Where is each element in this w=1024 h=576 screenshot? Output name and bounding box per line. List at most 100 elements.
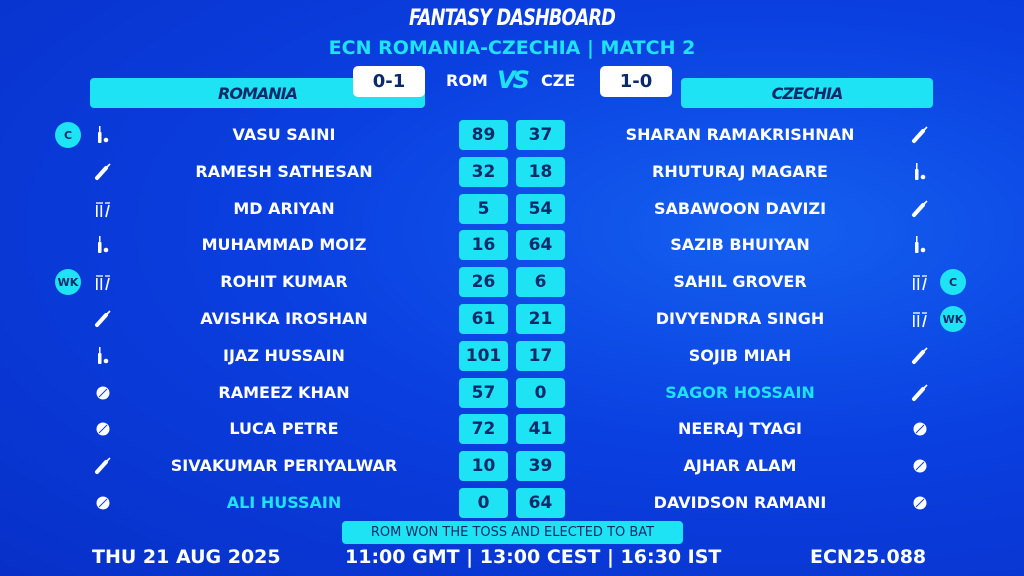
away-player-points: 18	[516, 156, 565, 187]
away-player-points: 64	[516, 230, 565, 261]
away-player-name: NEERAJ TYAGI	[678, 419, 802, 439]
bat-ball-icon	[93, 125, 113, 145]
player-row: 64 SAZIB BHUIYAN	[0, 227, 1024, 263]
player-row: RAMESH SATHESAN 32	[0, 154, 1024, 190]
home-player-points: 32	[459, 156, 508, 187]
away-player-points: 17	[516, 340, 565, 371]
player-row: 64 DAVIDSON RAMANI	[0, 485, 1024, 521]
home-player-points: 10	[459, 451, 508, 482]
player-row: 41 NEERAJ TYAGI	[0, 411, 1024, 447]
player-row: LUCA PETRE 72	[0, 411, 1024, 447]
captain-badge: C	[940, 269, 966, 296]
player-row: RAMEEZ KHAN 57	[0, 375, 1024, 411]
player-row: 6 SAHIL GROVER C	[0, 264, 1024, 300]
home-player-points: 101	[459, 340, 508, 371]
away-player-points: 21	[516, 304, 565, 334]
player-row: 0 SAGOR HOSSAIN	[0, 375, 1024, 411]
away-player-name: SHARAN RAMAKRISHNAN	[625, 125, 855, 144]
player-row: 21 DIVYENDRA SINGH WK	[0, 301, 1024, 337]
ball-icon	[910, 493, 930, 513]
home-player-points: 57	[459, 377, 508, 408]
away-player-points: 41	[516, 414, 565, 445]
stumps-icon	[93, 272, 113, 292]
ball-icon	[93, 493, 113, 513]
away-player-name: SAHIL GROVER	[673, 272, 807, 292]
bat-ball-icon	[910, 162, 930, 182]
away-player-points: 37	[516, 120, 565, 150]
away-player-name: SAGOR HOSSAIN	[665, 382, 815, 402]
home-player-name: IJAZ HUSSAIN	[223, 345, 345, 365]
away-player-points: 39	[516, 451, 565, 482]
away-player-name: DAVIDSON RAMANI	[653, 493, 827, 512]
home-player-points: 5	[459, 193, 508, 224]
bat-icon	[910, 125, 930, 145]
away-player-name: AJHAR ALAM	[683, 456, 797, 476]
player-row: ALI HUSSAIN 0	[0, 485, 1024, 521]
away-player-name: SOJIB MIAH	[688, 345, 792, 365]
stumps-icon	[910, 272, 930, 292]
away-player-points: 6	[516, 267, 565, 298]
bat-icon	[93, 309, 113, 329]
away-abbr: CZE	[541, 71, 576, 90]
player-row: 17 SOJIB MIAH	[0, 338, 1024, 374]
match-code: ECN25.088	[810, 546, 927, 568]
home-player-points: 0	[459, 488, 508, 518]
home-player-points: 26	[459, 267, 508, 298]
player-row: C VASU SAINI 89	[0, 117, 1024, 153]
captain-badge: C	[55, 122, 81, 148]
home-abbr: ROM	[446, 71, 488, 90]
home-player-points: 89	[459, 120, 508, 150]
dashboard-title: FANTASY DASHBOARD	[408, 6, 616, 31]
bat-icon	[93, 162, 113, 182]
stumps-icon	[910, 309, 930, 329]
player-row: 39 AJHAR ALAM	[0, 448, 1024, 484]
bat-ball-icon	[910, 235, 930, 255]
home-player-name: SIVAKUMAR PERIYALWAR	[170, 456, 398, 476]
away-player-points: 0	[516, 377, 565, 408]
home-player-points: 61	[459, 304, 508, 334]
home-player-points: 72	[459, 414, 508, 445]
bat-icon	[93, 456, 113, 476]
player-row: 54 SABAWOON DAVIZI	[0, 191, 1024, 227]
home-player-name: VASU SAINI	[232, 125, 336, 144]
home-player-name: MD ARIYAN	[233, 198, 335, 218]
away-player-points: 64	[516, 488, 565, 518]
home-player-name: ROHIT KUMAR	[220, 272, 348, 292]
home-player-name: LUCA PETRE	[229, 419, 339, 439]
home-player-name: RAMEEZ KHAN	[218, 382, 350, 402]
wicketkeeper-badge: WK	[55, 269, 81, 296]
bat-icon	[910, 383, 930, 403]
player-row: WK ROHIT KUMAR 26	[0, 264, 1024, 300]
player-row: 18 RHUTURAJ MAGARE	[0, 154, 1024, 190]
home-player-points: 16	[459, 230, 508, 261]
home-player-name: AVISHKA IROSHAN	[200, 309, 368, 328]
home-player-name: MUHAMMAD MOIZ	[201, 235, 367, 255]
ball-icon	[910, 419, 930, 439]
away-player-points: 54	[516, 193, 565, 224]
away-record: 1-0	[600, 66, 672, 97]
player-row: MUHAMMAD MOIZ 16	[0, 227, 1024, 263]
player-row: AVISHKA IROSHAN 61	[0, 301, 1024, 337]
away-player-name: RHUTURAJ MAGARE	[652, 161, 828, 181]
stumps-icon	[93, 199, 113, 219]
bat-icon	[910, 199, 930, 219]
bat-icon	[910, 346, 930, 366]
away-team-banner: CZECHIA	[681, 78, 933, 108]
player-row: MD ARIYAN 5	[0, 191, 1024, 227]
match-date: THU 21 AUG 2025	[92, 546, 281, 568]
bat-ball-icon	[93, 346, 113, 366]
home-player-name: RAMESH SATHESAN	[195, 161, 373, 181]
bat-ball-icon	[93, 235, 113, 255]
wicketkeeper-badge: WK	[940, 306, 966, 332]
match-subtitle: ECN ROMANIA-CZECHIA | MATCH 2	[328, 37, 696, 59]
player-row: 37 SHARAN RAMAKRISHNAN	[0, 117, 1024, 153]
away-player-name: SAZIB BHUIYAN	[670, 235, 810, 255]
away-player-name: DIVYENDRA SINGH	[655, 309, 825, 328]
player-row: SIVAKUMAR PERIYALWAR 10	[0, 448, 1024, 484]
toss-banner: ROM WON THE TOSS AND ELECTED TO BAT	[342, 521, 683, 544]
player-row: IJAZ HUSSAIN 101	[0, 338, 1024, 374]
home-record: 0-1	[353, 66, 425, 97]
vs-logo: VS	[497, 66, 530, 94]
home-player-name: ALI HUSSAIN	[226, 493, 342, 512]
ball-icon	[910, 456, 930, 476]
